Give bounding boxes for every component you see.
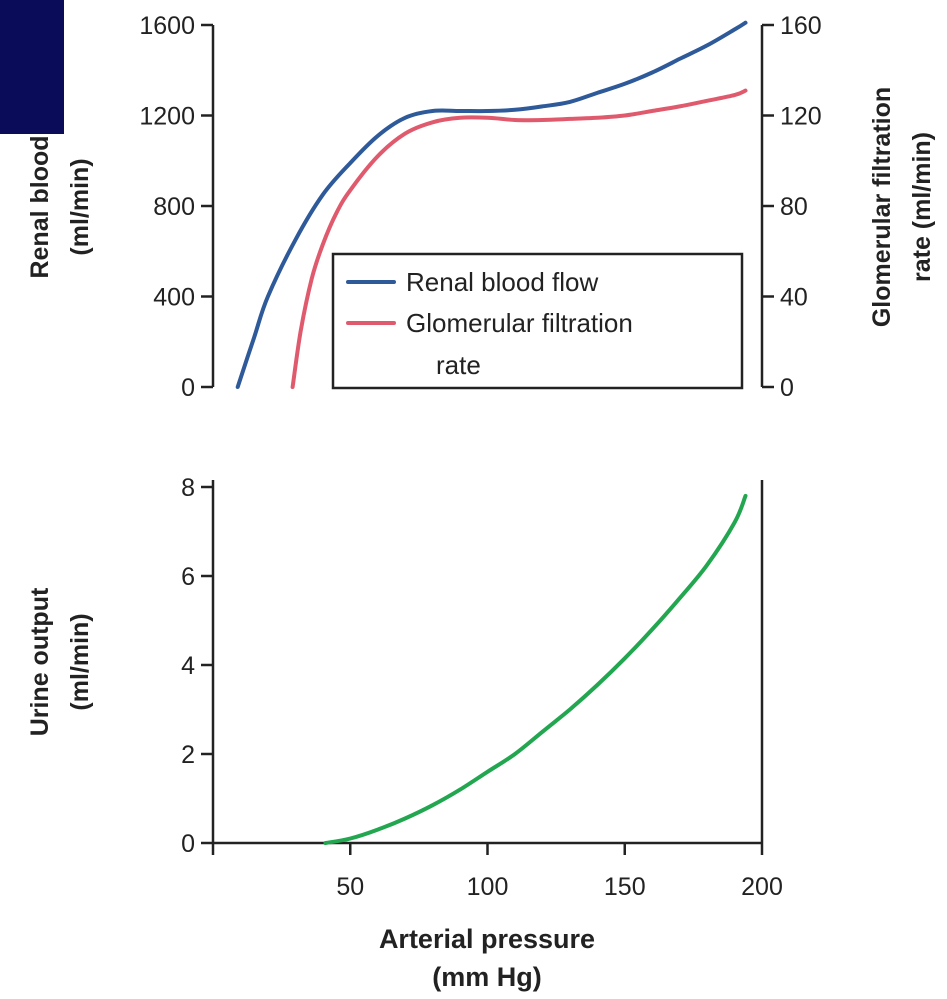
legend: Renal blood flow Glomerular filtration r… <box>331 252 744 390</box>
top-left-tick-label: 1600 <box>139 12 195 40</box>
top-right-ticks: 0 40 80 120 160 <box>762 12 822 402</box>
renal-blood-flow-line <box>235 20 748 389</box>
top-right-tick-label: 80 <box>780 193 808 221</box>
legend-label-renal-blood-flow: Renal blood flow <box>406 267 598 297</box>
legend-box <box>331 252 744 390</box>
top-panel: 0 400 800 1200 1600 0 40 80 120 160 Renal blood … <box>26 12 936 402</box>
top-left-tick-label: 0 <box>181 374 195 402</box>
top-right-ylabel-line2: rate (ml/min) <box>908 132 936 282</box>
x-axis-label-line2: (mm Hg) <box>432 962 542 992</box>
bottom-y-tick-label: 0 <box>181 830 195 858</box>
bottom-ylabel-line2: (ml/min) <box>66 613 94 710</box>
top-right-ylabel-line1: Glomerular filtration <box>868 87 896 327</box>
bottom-y-tick-label: 8 <box>181 474 195 502</box>
bottom-x-tick-label: 150 <box>604 873 646 901</box>
bottom-series <box>323 493 748 845</box>
corner-block <box>0 0 64 134</box>
bottom-ylabel-line1: Urine output <box>26 587 54 736</box>
gfr-line <box>290 88 748 389</box>
bottom-x-tick-label: 200 <box>741 873 783 901</box>
top-left-tick-label: 1200 <box>139 103 195 131</box>
top-right-tick-label: 0 <box>780 374 794 402</box>
top-right-tick-label: 120 <box>780 103 822 131</box>
top-left-ylabel-line2: (ml/min) <box>66 158 94 255</box>
top-left-ylabel: Renal blood (ml/min) <box>26 135 94 278</box>
legend-label-gfr-line2: rate <box>436 350 481 380</box>
x-axis-label-line1: Arterial pressure <box>379 924 595 954</box>
top-left-ylabel-line1: Renal blood <box>26 135 54 278</box>
top-right-tick-label: 40 <box>780 284 808 312</box>
bottom-y-ticks: 0 2 4 6 8 <box>181 474 213 858</box>
top-right-ylabel: Glomerular filtration rate (ml/min) <box>868 87 936 327</box>
top-series <box>235 20 748 389</box>
bottom-x-ticks: 50 100 150 200 <box>211 843 783 901</box>
bottom-ylabel: Urine output (ml/min) <box>26 587 94 736</box>
bottom-y-tick-label: 6 <box>181 563 195 591</box>
top-left-tick-label: 800 <box>153 193 195 221</box>
bottom-y-tick-label: 4 <box>181 652 195 680</box>
top-left-ticks: 0 400 800 1200 1600 <box>139 12 213 402</box>
bottom-x-tick-label: 100 <box>467 873 509 901</box>
bottom-y-tick-label: 2 <box>181 741 195 769</box>
top-left-tick-label: 400 <box>153 284 195 312</box>
top-right-tick-label: 160 <box>780 12 822 40</box>
urine-output-line <box>323 493 748 845</box>
bottom-x-tick-label: 50 <box>336 873 364 901</box>
legend-label-gfr: Glomerular filtration <box>406 308 633 338</box>
